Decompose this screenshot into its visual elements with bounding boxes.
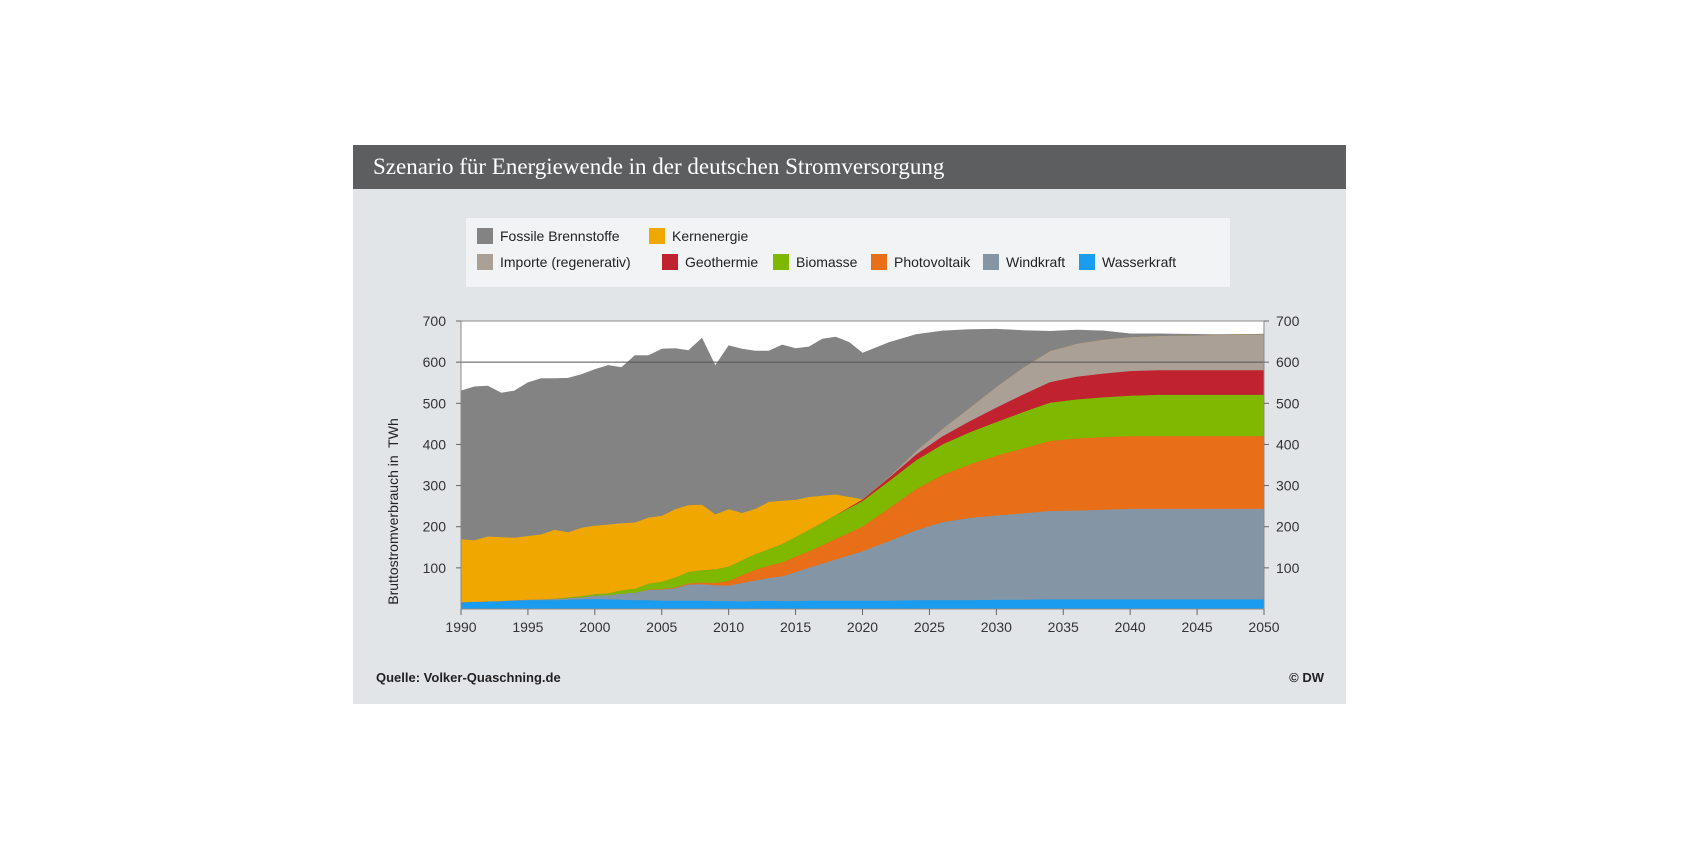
area-fossile-brennstoffe xyxy=(460,328,1265,541)
legend-label: Windkraft xyxy=(1006,254,1066,270)
legend-item-wasserkraft: Wasserkraft xyxy=(1079,254,1176,270)
title-bar: Szenario für Energiewende in der deutsch… xyxy=(353,145,1346,189)
y-tick-label-right: 600 xyxy=(1276,354,1300,370)
x-tick-label: 2040 xyxy=(1115,619,1146,635)
legend-swatch xyxy=(773,254,789,270)
x-tick-label: 2020 xyxy=(847,619,878,635)
y-tick-label-left: 600 xyxy=(423,354,447,370)
y-tick-label-right: 200 xyxy=(1276,519,1300,535)
legend-item-kernenergie: Kernenergie xyxy=(649,228,748,244)
y-tick-label-left: 400 xyxy=(423,436,447,452)
y-tick-label-right: 400 xyxy=(1276,436,1300,452)
legend-label: Kernenergie xyxy=(672,228,749,244)
legend-swatch xyxy=(477,254,493,270)
legend-swatch xyxy=(662,254,678,270)
x-tick-label: 2005 xyxy=(646,619,677,635)
y-tick-label-left: 300 xyxy=(423,478,447,494)
legend-swatch xyxy=(871,254,887,270)
x-tick-label: 2045 xyxy=(1182,619,1213,635)
legend-swatch xyxy=(1079,254,1095,270)
y-tick-label-right: 500 xyxy=(1276,395,1300,411)
chart-title: Szenario für Energiewende in der deutsch… xyxy=(373,154,945,179)
y-axis-label: Bruttostromverbrauch in TWh xyxy=(385,418,401,604)
y-tick-label-left: 700 xyxy=(423,313,447,329)
x-tick-label: 2030 xyxy=(981,619,1012,635)
legend-label: Biomasse xyxy=(796,254,858,270)
copyright-note: © DW xyxy=(1289,670,1324,685)
legend-label: Photovoltaik xyxy=(894,254,971,270)
x-tick-label: 2015 xyxy=(780,619,811,635)
legend-label: Fossile Brennstoffe xyxy=(500,228,620,244)
x-tick-label: 1990 xyxy=(445,619,476,635)
y-tick-label-right: 700 xyxy=(1276,313,1300,329)
legend-swatch xyxy=(983,254,999,270)
x-tick-label: 1995 xyxy=(512,619,543,635)
x-tick-label: 2050 xyxy=(1248,619,1279,635)
legend-item-fossile-brennstoffe: Fossile Brennstoffe xyxy=(477,228,620,244)
legend: Fossile Brennstoffe Kernenergie Importe (r… xyxy=(466,218,1230,287)
legend-label: Importe (regenerativ) xyxy=(500,254,631,270)
x-tick-label: 2000 xyxy=(579,619,610,635)
y-tick-label-right: 300 xyxy=(1276,478,1300,494)
legend-item-biomasse: Biomasse xyxy=(773,254,857,270)
legend-label: Wasserkraft xyxy=(1102,254,1177,270)
legend-swatch xyxy=(649,228,665,244)
source-note: Quelle: Volker-Quaschning.de xyxy=(376,670,561,685)
y-tick-label-left: 100 xyxy=(423,560,447,576)
x-tick-label: 2025 xyxy=(914,619,945,635)
legend-item-importe-regenerativ: Importe (regenerativ) xyxy=(477,254,631,270)
legend-swatch xyxy=(477,228,493,244)
legend-item-geothermie: Geothermie xyxy=(662,254,758,270)
y-tick-label-left: 200 xyxy=(423,519,447,535)
x-tick-label: 2035 xyxy=(1048,619,1079,635)
x-tick-label: 2010 xyxy=(713,619,744,635)
y-tick-label-left: 500 xyxy=(423,395,447,411)
legend-label: Geothermie xyxy=(685,254,759,270)
legend-item-windkraft: Windkraft xyxy=(983,254,1065,270)
y-tick-label-right: 100 xyxy=(1276,560,1300,576)
legend-item-photovoltaik: Photovoltaik xyxy=(871,254,970,270)
